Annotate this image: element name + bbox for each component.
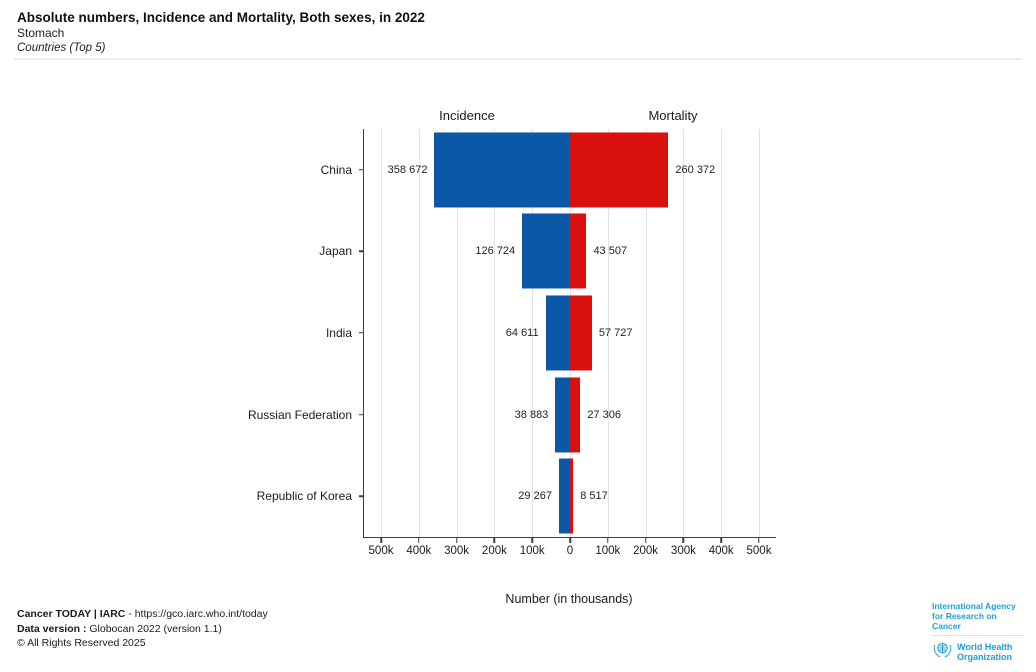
mortality-column-header: Mortality — [648, 108, 698, 123]
x-axis-tick-label: 100k — [519, 545, 545, 557]
iarc-text-line2: for Research on Cancer — [932, 611, 997, 631]
category-label: Russian Federation — [247, 407, 352, 422]
iarc-text-line1: International Agency — [932, 601, 1016, 611]
mortality-bar[interactable] — [570, 132, 669, 208]
gridline — [418, 129, 420, 537]
y-axis-tick — [359, 495, 364, 497]
footer-data-version-label: Data version : — [17, 622, 87, 635]
x-axis-ticks-layer: 500k 400k 300k 200k 100k 0 100k 200k 300k 400k 500… — [364, 537, 776, 567]
gridline — [645, 129, 647, 537]
who-text-line2: Organization — [957, 652, 1013, 662]
footer-url: - https://gco.iarc.who.int/today — [125, 608, 268, 620]
footer-line-data-version: Data version : Globocan 2022 (version 1.… — [17, 622, 268, 637]
cancer-site-label: Stomach — [17, 26, 65, 40]
y-axis-tick — [359, 169, 364, 171]
x-axis-tick — [758, 538, 760, 543]
incidence-bar[interactable] — [558, 458, 570, 534]
title-block: Absolute numbers, Incidence and Mortalit… — [17, 9, 425, 56]
incidence-bar[interactable] — [522, 213, 570, 289]
x-axis-tick — [720, 538, 722, 543]
x-axis-tick — [380, 538, 382, 543]
x-axis-tick — [607, 538, 609, 543]
x-axis-tick — [531, 538, 533, 543]
x-axis-tick-label: 200k — [633, 545, 659, 557]
x-axis-tick-label: 300k — [444, 545, 470, 557]
gridline — [456, 129, 458, 537]
gridline — [721, 129, 723, 537]
who-logo-text: World Health Organization — [957, 642, 1012, 662]
x-axis-tick-label: 500k — [368, 545, 394, 557]
x-axis-tick-label: 300k — [670, 545, 696, 557]
gridline — [532, 129, 534, 537]
mortality-bar[interactable] — [570, 295, 592, 371]
incidence-bar[interactable] — [555, 377, 570, 453]
x-axis-tick-label: 200k — [481, 545, 507, 557]
y-axis-tick — [359, 413, 364, 416]
category-label: Japan — [319, 244, 352, 259]
x-axis-tick — [455, 538, 458, 543]
incidence-value-label: 358 672 — [387, 163, 428, 176]
footer-line-source: Cancer TODAY | IARC - https://gco.iarc.w… — [17, 607, 268, 622]
x-axis-title: Number (in thousands) — [505, 592, 633, 606]
header-divider — [14, 58, 1022, 60]
incidence-value-label: 64 611 — [505, 326, 539, 339]
mortality-value-label: 260 372 — [675, 163, 716, 176]
gridline — [758, 129, 760, 537]
x-axis-tick-label: 400k — [708, 545, 734, 557]
incidence-bar[interactable] — [545, 295, 570, 371]
category-label: China — [320, 162, 352, 177]
scope-note: Countries (Top 5) — [17, 42, 106, 54]
logo-divider — [932, 635, 1024, 636]
gridline — [381, 129, 382, 537]
mortality-bar[interactable] — [570, 458, 574, 534]
who-text-line1: World Health — [957, 642, 1013, 652]
gridline — [683, 129, 685, 537]
gridline — [494, 129, 496, 537]
mortality-value-label: 27 306 — [587, 408, 621, 421]
iarc-who-logo-block: International Agency for Research on Can… — [932, 601, 1024, 665]
x-axis-tick-label: 0 — [566, 545, 574, 557]
who-logo-row: World Health Organization — [932, 639, 1024, 665]
mortality-value-label: 43 507 — [593, 245, 628, 258]
incidence-value-label: 126 724 — [475, 245, 516, 258]
category-label: India — [325, 325, 352, 340]
footer: Cancer TODAY | IARC - https://gco.iarc.w… — [17, 607, 268, 651]
incidence-value-label: 29 267 — [518, 490, 552, 503]
incidence-bar[interactable] — [434, 132, 570, 208]
x-axis-tick-label: 100k — [595, 545, 621, 557]
incidence-column-header: Incidence — [439, 108, 495, 123]
x-axis-tick — [569, 538, 571, 543]
x-axis-tick — [418, 538, 420, 543]
mortality-value-label: 57 727 — [598, 326, 633, 339]
gridline — [607, 129, 609, 537]
category-label: Republic of Korea — [256, 489, 352, 504]
y-axis-tick — [359, 250, 364, 253]
chart-row-russian-federation: Russian Federation 38 883 27 306 — [248, 374, 776, 456]
chart-row-china: China 358 672 260 372 — [321, 129, 776, 211]
x-axis-tick — [644, 538, 647, 543]
chart-row-india: India 64 611 57 727 — [326, 292, 776, 374]
x-axis-tick-label: 400k — [406, 545, 432, 557]
footer-data-version-value: Globocan 2022 (version 1.1) — [86, 622, 222, 635]
mortality-bar[interactable] — [570, 377, 581, 453]
who-emblem-icon — [932, 639, 953, 665]
iarc-logo-text: International Agency for Research on Can… — [932, 601, 1024, 631]
x-axis-tick — [493, 538, 496, 543]
footer-copyright: © All Rights Reserved 2025 — [17, 637, 146, 649]
mortality-bar[interactable] — [570, 213, 587, 289]
chart-plot-area: Incidence Mortality China 358 672 260 37… — [248, 108, 776, 557]
x-axis-tick-label: 500k — [746, 545, 772, 557]
chart-row-japan: Japan 126 724 43 507 — [319, 211, 776, 293]
x-axis-tick — [682, 538, 685, 543]
footer-app-name: Cancer TODAY | IARC — [17, 608, 126, 620]
page-title: Absolute numbers, Incidence and Mortalit… — [17, 10, 425, 25]
y-axis-tick — [359, 332, 364, 334]
incidence-value-label: 38 883 — [514, 408, 549, 421]
chart-row-republic-of-korea: Republic of Korea 29 267 8 517 — [257, 455, 776, 537]
mortality-value-label: 8 517 — [580, 490, 608, 503]
